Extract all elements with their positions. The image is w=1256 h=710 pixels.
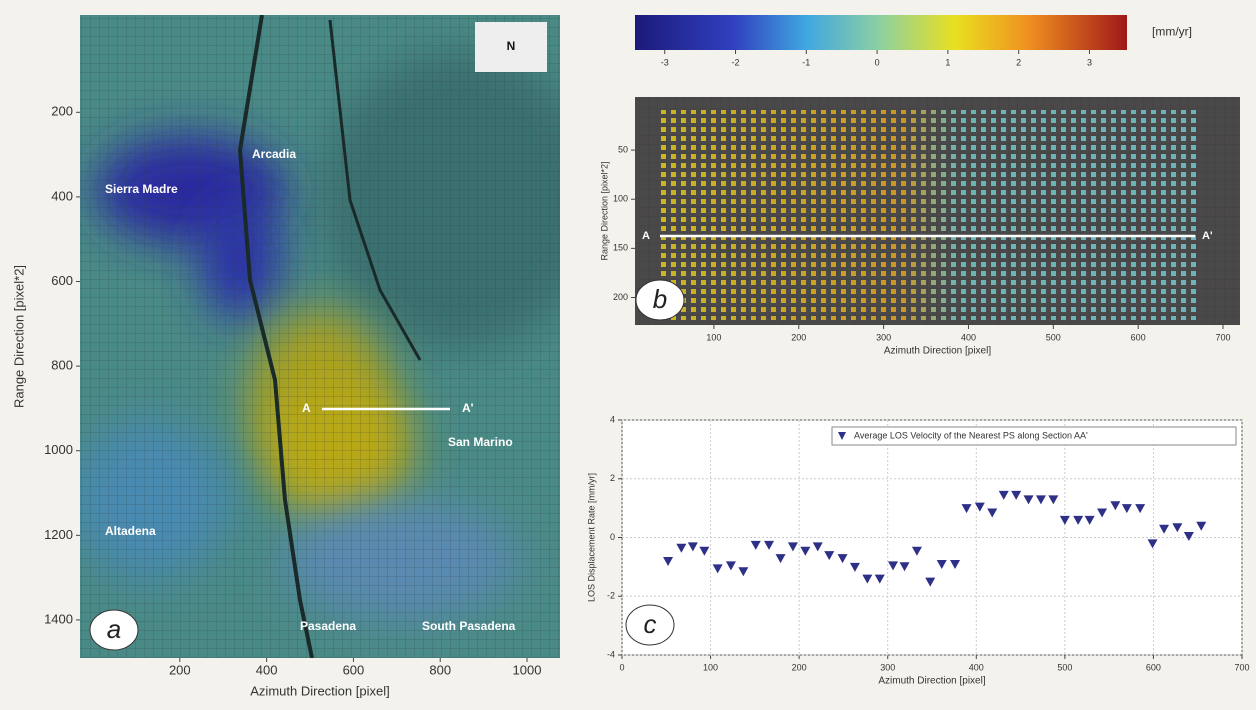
x-tick-label: 400 bbox=[256, 662, 278, 677]
x-tick-label: 700 bbox=[1216, 332, 1231, 342]
y-tick-label: 200 bbox=[613, 292, 628, 302]
y-tick-label: 4 bbox=[610, 414, 615, 424]
x-tick-label: -2 bbox=[732, 57, 740, 67]
x-tick-label: 200 bbox=[169, 662, 191, 677]
x-tick-label: 200 bbox=[792, 662, 807, 672]
x-tick-label: 0 bbox=[875, 57, 880, 67]
figure: Sierra Madre Arcadia Altadena Pasadena South… bbox=[0, 0, 1256, 705]
x-tick-label: 400 bbox=[961, 332, 976, 342]
panel-a-image: Sierra Madre Arcadia Altadena Pasadena South… bbox=[70, 15, 600, 658]
x-tick-label: 600 bbox=[1146, 662, 1161, 672]
panel-letter: a bbox=[107, 614, 121, 644]
x-tick-label: 700 bbox=[1234, 662, 1249, 672]
colorbar bbox=[635, 15, 1127, 50]
x-tick-label: 800 bbox=[429, 662, 451, 677]
x-tick-label: 200 bbox=[791, 332, 806, 342]
y-tick-label: 400 bbox=[51, 188, 73, 203]
y-axis-label: Range Direction [pixel*2] bbox=[599, 161, 609, 260]
x-tick-label: -1 bbox=[802, 57, 810, 67]
x-tick-label: -3 bbox=[661, 57, 669, 67]
panel-letter: b bbox=[653, 284, 667, 314]
x-axis-label: Azimuth Direction [pixel] bbox=[250, 683, 389, 698]
y-tick-label: 1200 bbox=[44, 527, 73, 542]
y-tick-label: 2 bbox=[610, 473, 615, 483]
map-label: Arcadia bbox=[252, 147, 296, 161]
map-label: A bbox=[302, 401, 311, 415]
x-tick-label: 300 bbox=[880, 662, 895, 672]
x-tick-label: 2 bbox=[1016, 57, 1021, 67]
x-tick-label: 600 bbox=[1131, 332, 1146, 342]
y-tick-label: 50 bbox=[618, 144, 628, 154]
panel-letter: c bbox=[644, 609, 657, 639]
map-label: A bbox=[642, 230, 650, 242]
y-tick-label: 150 bbox=[613, 243, 628, 253]
map-label: Altadena bbox=[105, 524, 156, 538]
x-axis-label: Azimuth Direction [pixel] bbox=[878, 676, 985, 687]
x-tick-label: 300 bbox=[876, 332, 891, 342]
x-axis-label: Azimuth Direction [pixel] bbox=[884, 346, 991, 357]
x-tick-label: 3 bbox=[1087, 57, 1092, 67]
map-label: N bbox=[507, 39, 516, 53]
map-label: Pasadena bbox=[300, 619, 356, 633]
y-axis-label: LOS Displacement Rate [mm/yr] bbox=[586, 473, 596, 602]
y-tick-label: 1000 bbox=[44, 442, 73, 457]
y-tick-label: 200 bbox=[51, 104, 73, 119]
y-axis-label: Range Direction [pixel*2] bbox=[11, 265, 26, 408]
map-label: San Marino bbox=[448, 435, 513, 449]
y-tick-label: 600 bbox=[51, 273, 73, 288]
x-tick-label: 1000 bbox=[513, 662, 542, 677]
legend-label: Average LOS Velocity of the Nearest PS a… bbox=[854, 430, 1088, 440]
x-tick-label: 500 bbox=[1046, 332, 1061, 342]
colorbar-label: [mm/yr] bbox=[1152, 25, 1192, 39]
map-label: South Pasadena bbox=[422, 619, 516, 633]
y-tick-label: 0 bbox=[610, 532, 615, 542]
map-label: Sierra Madre bbox=[105, 182, 178, 196]
x-tick-label: 0 bbox=[619, 662, 624, 672]
x-tick-label: 100 bbox=[706, 332, 721, 342]
y-tick-label: 800 bbox=[51, 358, 73, 373]
y-tick-label: 100 bbox=[613, 194, 628, 204]
map-label: A' bbox=[1202, 230, 1213, 242]
x-tick-label: 100 bbox=[703, 662, 718, 672]
y-tick-label: 1400 bbox=[44, 611, 73, 626]
y-tick-label: -2 bbox=[607, 591, 615, 601]
x-tick-label: 400 bbox=[969, 662, 984, 672]
x-tick-label: 600 bbox=[343, 662, 365, 677]
y-tick-label: -4 bbox=[607, 649, 615, 659]
map-label: A' bbox=[462, 401, 474, 415]
panel-b-image bbox=[635, 97, 1240, 325]
x-tick-label: 1 bbox=[945, 57, 950, 67]
x-tick-label: 500 bbox=[1057, 662, 1072, 672]
